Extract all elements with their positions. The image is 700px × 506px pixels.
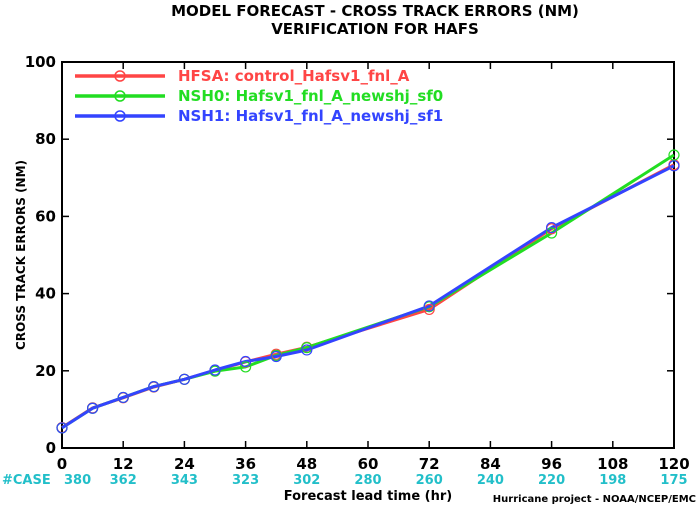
case-count: 280	[354, 473, 381, 488]
y-tick-label: 60	[35, 207, 56, 225]
x-tick-label: 72	[419, 455, 440, 473]
x-tick-label: 0	[57, 455, 67, 473]
x-tick-label: 12	[113, 455, 134, 473]
x-axis: 0 12 24 36 48 60 72 84 96 108 120	[57, 62, 690, 473]
data-point	[423, 303, 435, 316]
chart-title: MODEL FORECAST - CROSS TRACK ERRORS (NM)	[171, 2, 579, 20]
legend-label: NSH0: Hafsv1_fnl_A_newshj_sf0	[178, 87, 443, 105]
x-tick-label: 120	[658, 455, 689, 473]
data-point	[86, 402, 99, 414]
y-tick-label: 80	[35, 130, 56, 148]
data-point	[117, 391, 129, 404]
case-count: 260	[416, 473, 443, 488]
case-counts: 380 362 343 323 302 280 260 240 220 198 175	[64, 473, 688, 488]
legend-label: NSH1: Hafsv1_fnl_A_newshj_sf1	[178, 107, 443, 125]
legend: HFSA: control_Hafsv1_fnl_A NSH0: Hafsv1_f…	[75, 67, 443, 125]
y-axis-label: CROSS TRACK ERRORS (NM)	[14, 160, 28, 350]
data-point	[56, 422, 68, 434]
data-point	[668, 160, 680, 172]
series-layer	[56, 149, 680, 434]
chart-subtitle: VERIFICATION FOR HAFS	[271, 20, 479, 38]
y-tick-label: 100	[25, 53, 56, 71]
data-point	[270, 350, 282, 363]
case-count: 240	[477, 473, 504, 488]
x-tick-label: 96	[541, 455, 562, 473]
x-axis-label: Forecast lead time (hr)	[284, 489, 452, 504]
case-count: 220	[538, 473, 565, 488]
x-tick-label: 48	[296, 455, 317, 473]
legend-marker	[114, 110, 126, 122]
y-tick-label: 0	[46, 439, 56, 457]
data-point	[240, 361, 252, 373]
legend-label: HFSA: control_Hafsv1_fnl_A	[178, 67, 410, 85]
data-point	[545, 221, 558, 234]
data-point	[301, 344, 313, 356]
data-point	[209, 364, 221, 376]
case-count: 362	[110, 473, 137, 488]
data-point	[423, 300, 435, 312]
case-count: 323	[232, 473, 259, 488]
data-point	[668, 149, 680, 161]
y-tick-label: 20	[35, 362, 56, 380]
x-tick-label: 24	[174, 455, 195, 473]
case-count: 302	[293, 473, 320, 488]
legend-marker	[114, 90, 126, 102]
y-axis: 0 20 40 60 80 100	[25, 53, 674, 457]
case-count: 343	[171, 473, 198, 488]
data-point	[240, 355, 252, 368]
data-point	[178, 373, 190, 385]
data-point	[545, 227, 558, 239]
legend-marker	[114, 70, 126, 82]
y-tick-label: 40	[35, 285, 56, 303]
case-count: 175	[660, 473, 687, 488]
x-tick-label: 60	[358, 455, 379, 473]
x-tick-label: 108	[597, 455, 628, 473]
case-count: 198	[599, 473, 626, 488]
x-tick-label: 36	[235, 455, 256, 473]
data-point	[148, 381, 160, 393]
x-tick-label: 84	[480, 455, 501, 473]
case-count: 380	[64, 473, 91, 488]
case-label: #CASE	[2, 473, 51, 488]
credit-text: Hurricane project - NOAA/NCEP/EMC	[493, 494, 696, 505]
